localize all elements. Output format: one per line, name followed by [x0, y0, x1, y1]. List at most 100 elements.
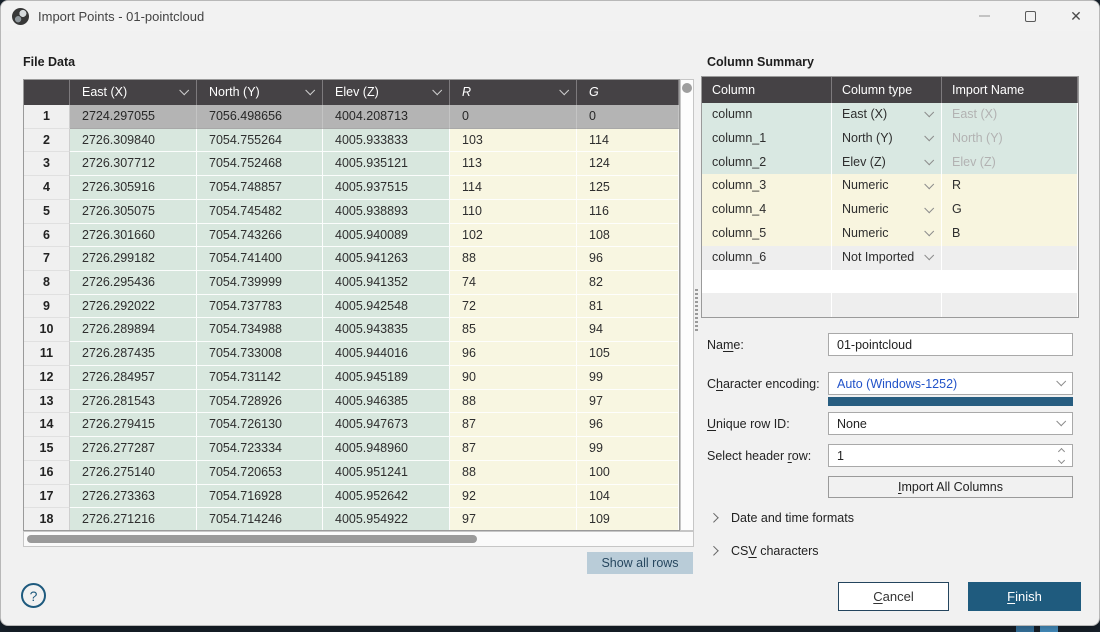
help-button[interactable]: ? — [21, 583, 46, 608]
import-name-cell[interactable]: B — [942, 221, 1078, 246]
row-number-cell: 7 — [24, 247, 70, 272]
column-type-select[interactable]: North (Y) — [832, 126, 942, 151]
data-cell: 109 — [577, 508, 679, 530]
source-column-name: column — [702, 103, 832, 127]
source-column-name: column_1 — [702, 126, 832, 151]
file-table-row[interactable]: 8 2726.295436 7054.739999 4005.941352 74 82 — [24, 271, 679, 295]
cancel-button[interactable]: Cancel — [838, 582, 949, 611]
file-table-row[interactable]: 11 2726.287435 7054.733008 4005.944016 96 105 — [24, 342, 679, 366]
date-time-formats-expander[interactable]: Date and time formats — [708, 511, 854, 525]
data-cell: 94 — [577, 318, 679, 343]
name-input[interactable] — [828, 333, 1073, 356]
data-cell: 88 — [450, 460, 577, 485]
data-cell: 2726.287435 — [70, 342, 197, 366]
column-type-select[interactable]: Numeric — [832, 221, 942, 246]
finish-button[interactable]: Finish — [968, 582, 1081, 611]
data-cell: 2726.273363 — [70, 484, 197, 509]
column-type-select[interactable]: Not Imported — [832, 245, 942, 270]
summary-table-row: column_5 Numeric B — [702, 221, 1078, 246]
data-cell: 82 — [577, 271, 679, 295]
file-table-row[interactable]: 18 2726.271216 7054.714246 4005.954922 97 109 — [24, 508, 679, 530]
file-table-row[interactable]: 17 2726.273363 7054.716928 4005.952642 92 104 — [24, 484, 679, 509]
column-type-select[interactable]: Elev (Z) — [832, 150, 942, 175]
file-column-header[interactable]: G — [577, 80, 679, 105]
row-number-header — [24, 80, 70, 105]
file-table-row[interactable]: 14 2726.279415 7054.726130 4005.947673 87 96 — [24, 413, 679, 438]
column-type-select[interactable]: Numeric — [832, 198, 942, 222]
data-cell: 4005.933833 — [323, 128, 450, 153]
data-cell: 7054.755264 — [197, 128, 323, 153]
file-column-header[interactable]: R — [450, 80, 577, 105]
header-row-spinner[interactable]: 1 — [828, 444, 1073, 467]
data-cell: 2726.292022 — [70, 294, 197, 319]
chevron-down-icon — [924, 250, 935, 261]
chevron-down-icon — [559, 85, 570, 96]
data-cell: 2726.281543 — [70, 389, 197, 414]
import-name-cell[interactable]: G — [942, 198, 1078, 222]
file-table-row[interactable]: 13 2726.281543 7054.728926 4005.946385 88 97 — [24, 389, 679, 414]
row-number-cell: 4 — [24, 176, 70, 200]
data-cell: 4005.937515 — [323, 176, 450, 200]
chevron-down-icon — [179, 85, 190, 96]
close-button[interactable]: ✕ — [1053, 1, 1099, 31]
chevron-down-icon — [924, 179, 935, 190]
file-table-row[interactable]: 16 2726.275140 7054.720653 4005.951241 88 100 — [24, 460, 679, 485]
file-table-row[interactable]: 5 2726.305075 7054.745482 4005.938893 110 116 — [24, 199, 679, 224]
import-name-cell[interactable]: R — [942, 174, 1078, 199]
title-bar: Import Points - 01-pointcloud ✕ — [1, 1, 1099, 31]
file-table-row[interactable]: 3 2726.307712 7054.752468 4005.935121 113 124 — [24, 152, 679, 177]
import-name-cell[interactable]: North (Y) — [942, 126, 1078, 151]
chevron-down-icon — [1056, 416, 1067, 427]
data-cell: 4005.951241 — [323, 460, 450, 485]
chevron-down-icon — [924, 131, 935, 142]
data-cell: 7054.723334 — [197, 437, 323, 461]
data-cell: 0 — [450, 105, 577, 129]
column-summary-table: Column Column type Import Name column East (… — [701, 76, 1079, 319]
app-logo-icon — [12, 7, 29, 25]
maximize-button[interactable] — [1007, 1, 1053, 31]
column-type-select — [832, 293, 942, 318]
import-name-cell[interactable]: East (X) — [942, 103, 1078, 127]
file-table-row[interactable]: 9 2726.292022 7054.737783 4005.942548 72 81 — [24, 294, 679, 319]
data-cell: 96 — [577, 247, 679, 272]
show-all-rows-button[interactable]: Show all rows — [587, 552, 693, 574]
column-type-select[interactable]: East (X) — [832, 103, 942, 127]
file-table-row[interactable]: 12 2726.284957 7054.731142 4005.945189 90 99 — [24, 365, 679, 390]
horizontal-scrollbar-thumb[interactable] — [27, 535, 477, 543]
file-table-row[interactable]: 6 2726.301660 7054.743266 4005.940089 102 108 — [24, 223, 679, 248]
import-all-columns-button[interactable]: Import All Columns — [828, 476, 1073, 498]
file-column-header[interactable]: North (Y) — [197, 80, 323, 105]
character-encoding-select[interactable]: Auto (Windows-1252) — [828, 372, 1073, 395]
column-type-select — [832, 269, 942, 294]
data-cell: 100 — [577, 460, 679, 485]
panel-splitter-handle[interactable] — [695, 289, 698, 333]
spinner-down-icon[interactable] — [1057, 456, 1066, 464]
data-cell: 4005.945189 — [323, 365, 450, 390]
file-table-row[interactable]: 10 2726.289894 7054.734988 4005.943835 85 94 — [24, 318, 679, 343]
horizontal-scrollbar[interactable] — [23, 531, 694, 547]
data-cell: 7054.734988 — [197, 318, 323, 343]
character-encoding-label: Character encoding: — [707, 377, 820, 391]
file-table-row[interactable]: 4 2726.305916 7054.748857 4005.937515 114 125 — [24, 176, 679, 200]
file-table-row[interactable]: 1 2724.297055 7056.498656 4004.208713 0 0 — [24, 105, 679, 129]
unique-row-id-select[interactable]: None — [828, 412, 1073, 435]
data-cell: 2726.275140 — [70, 460, 197, 485]
data-cell: 4005.944016 — [323, 342, 450, 366]
column-type-select[interactable]: Numeric — [832, 174, 942, 199]
minimize-button[interactable] — [961, 1, 1007, 31]
vertical-scrollbar[interactable] — [680, 79, 694, 531]
vertical-scrollbar-thumb[interactable] — [682, 83, 692, 93]
csv-characters-expander[interactable]: CSV characters — [708, 544, 819, 558]
file-table-row[interactable]: 2 2726.309840 7054.755264 4005.933833 103 114 — [24, 128, 679, 153]
file-table-row[interactable]: 7 2726.299182 7054.741400 4005.941263 88 96 — [24, 247, 679, 272]
file-column-header[interactable]: East (X) — [70, 80, 197, 105]
file-table-row[interactable]: 15 2726.277287 7054.723334 4005.948960 87 99 — [24, 437, 679, 461]
spinner-up-icon[interactable] — [1057, 447, 1066, 455]
file-column-header[interactable]: Elev (Z) — [323, 80, 450, 105]
import-name-cell — [942, 269, 1078, 294]
row-number-cell: 16 — [24, 460, 70, 485]
chevron-down-icon — [924, 203, 935, 213]
import-name-cell[interactable]: Elev (Z) — [942, 150, 1078, 175]
import-name-cell[interactable] — [942, 245, 1078, 270]
data-cell: 4005.940089 — [323, 223, 450, 248]
